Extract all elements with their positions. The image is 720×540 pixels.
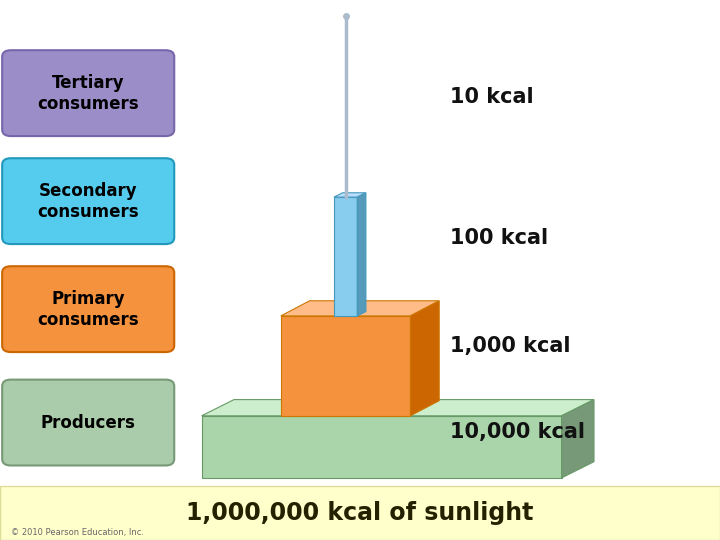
Text: 1,000 kcal: 1,000 kcal: [450, 335, 570, 356]
Text: 10 kcal: 10 kcal: [450, 87, 534, 107]
Text: Primary
consumers: Primary consumers: [37, 290, 139, 328]
FancyBboxPatch shape: [2, 158, 174, 244]
FancyBboxPatch shape: [0, 486, 720, 540]
Polygon shape: [334, 193, 366, 197]
Text: Producers: Producers: [41, 414, 135, 431]
Polygon shape: [562, 400, 594, 478]
Text: Tertiary
consumers: Tertiary consumers: [37, 74, 139, 112]
Text: 10,000 kcal: 10,000 kcal: [450, 422, 585, 442]
Text: Secondary
consumers: Secondary consumers: [37, 182, 139, 220]
Polygon shape: [334, 197, 357, 316]
FancyBboxPatch shape: [2, 380, 174, 465]
Polygon shape: [281, 301, 439, 316]
Polygon shape: [410, 301, 439, 416]
Text: © 2010 Pearson Education, Inc.: © 2010 Pearson Education, Inc.: [11, 528, 144, 537]
Text: 100 kcal: 100 kcal: [450, 227, 548, 248]
Polygon shape: [202, 400, 594, 416]
FancyBboxPatch shape: [2, 266, 174, 352]
FancyBboxPatch shape: [2, 50, 174, 136]
Polygon shape: [281, 316, 410, 416]
Polygon shape: [357, 193, 366, 316]
Text: 1,000,000 kcal of sunlight: 1,000,000 kcal of sunlight: [186, 501, 534, 525]
Polygon shape: [202, 416, 562, 478]
